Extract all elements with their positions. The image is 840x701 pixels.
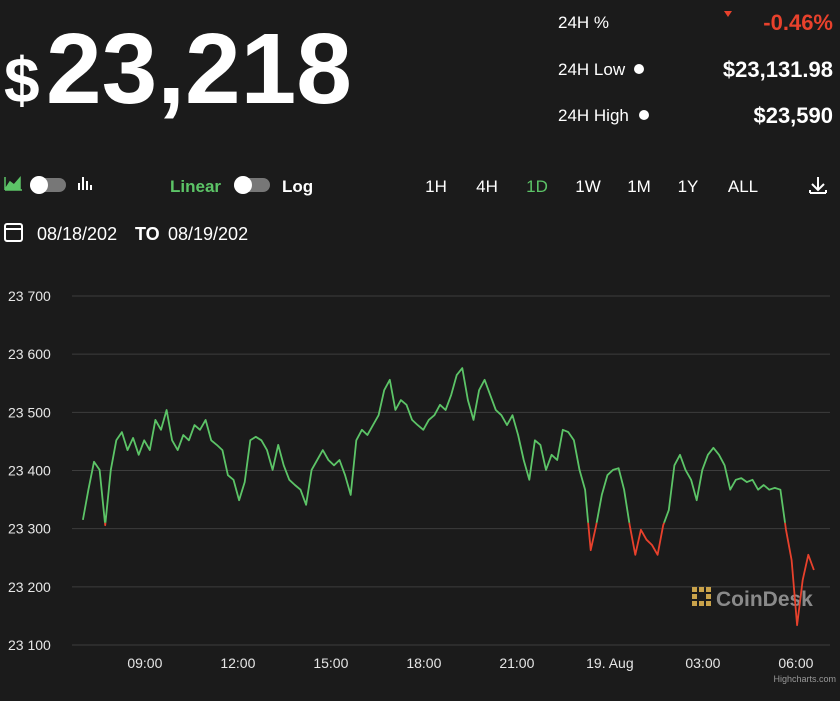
stat-label: 24H Low	[558, 60, 626, 79]
range-button[interactable]: 1Y	[678, 177, 699, 196]
bar-icon[interactable]	[78, 177, 92, 190]
toggle-knob[interactable]	[234, 176, 252, 194]
info-icon[interactable]	[639, 110, 649, 120]
down-arrow	[724, 11, 732, 17]
y-tick-label: 23 100	[8, 637, 51, 653]
y-tick-label: 23 400	[8, 463, 51, 479]
range-button[interactable]: 1D	[526, 177, 548, 196]
calendar-icon[interactable]	[4, 223, 23, 242]
range-button[interactable]: 1H	[425, 177, 447, 196]
range-button[interactable]: ALL	[728, 177, 758, 196]
x-tick-label: 18:00	[406, 655, 441, 671]
x-tick-label: 21:00	[499, 655, 534, 671]
y-tick-label: 23 600	[8, 346, 51, 362]
x-tick-label: 03:00	[685, 655, 720, 671]
area-icon[interactable]	[4, 175, 22, 191]
stat-value: $23,131.98	[723, 57, 833, 82]
x-tick-label: 19. Aug	[586, 655, 634, 671]
download-icon[interactable]	[809, 177, 827, 194]
price: 23,218	[46, 13, 352, 125]
date-to[interactable]: 08/19/202	[168, 224, 248, 244]
y-tick-label: 23 300	[8, 521, 51, 537]
range-button[interactable]: 4H	[476, 177, 498, 196]
price-line	[82, 367, 786, 523]
info-icon[interactable]	[634, 64, 644, 74]
stat-label: 24H %	[558, 13, 609, 32]
date-sep: TO	[135, 224, 160, 244]
y-tick-label: 23 200	[8, 579, 51, 595]
toggle-knob[interactable]	[30, 176, 48, 194]
stat-label: 24H High	[558, 106, 629, 125]
scale-log[interactable]: Log	[282, 177, 313, 196]
x-tick-label: 15:00	[313, 655, 348, 671]
x-tick-label: 09:00	[127, 655, 162, 671]
x-tick-label: 12:00	[220, 655, 255, 671]
currency: $	[4, 44, 40, 116]
date-from[interactable]: 08/18/202	[37, 224, 117, 244]
x-tick-label: 06:00	[778, 655, 813, 671]
watermark: CoinDesk	[716, 588, 813, 611]
watermark-icon	[692, 587, 711, 606]
credit[interactable]: Highcharts.com	[773, 674, 836, 684]
stat-value: -0.46%	[763, 10, 833, 35]
y-tick-label: 23 500	[8, 404, 51, 420]
stat-value: $23,590	[753, 103, 833, 128]
y-tick-label: 23 700	[8, 288, 51, 304]
scale-linear[interactable]: Linear	[170, 177, 221, 196]
range-button[interactable]: 1W	[575, 177, 601, 196]
range-button[interactable]: 1M	[627, 177, 651, 196]
